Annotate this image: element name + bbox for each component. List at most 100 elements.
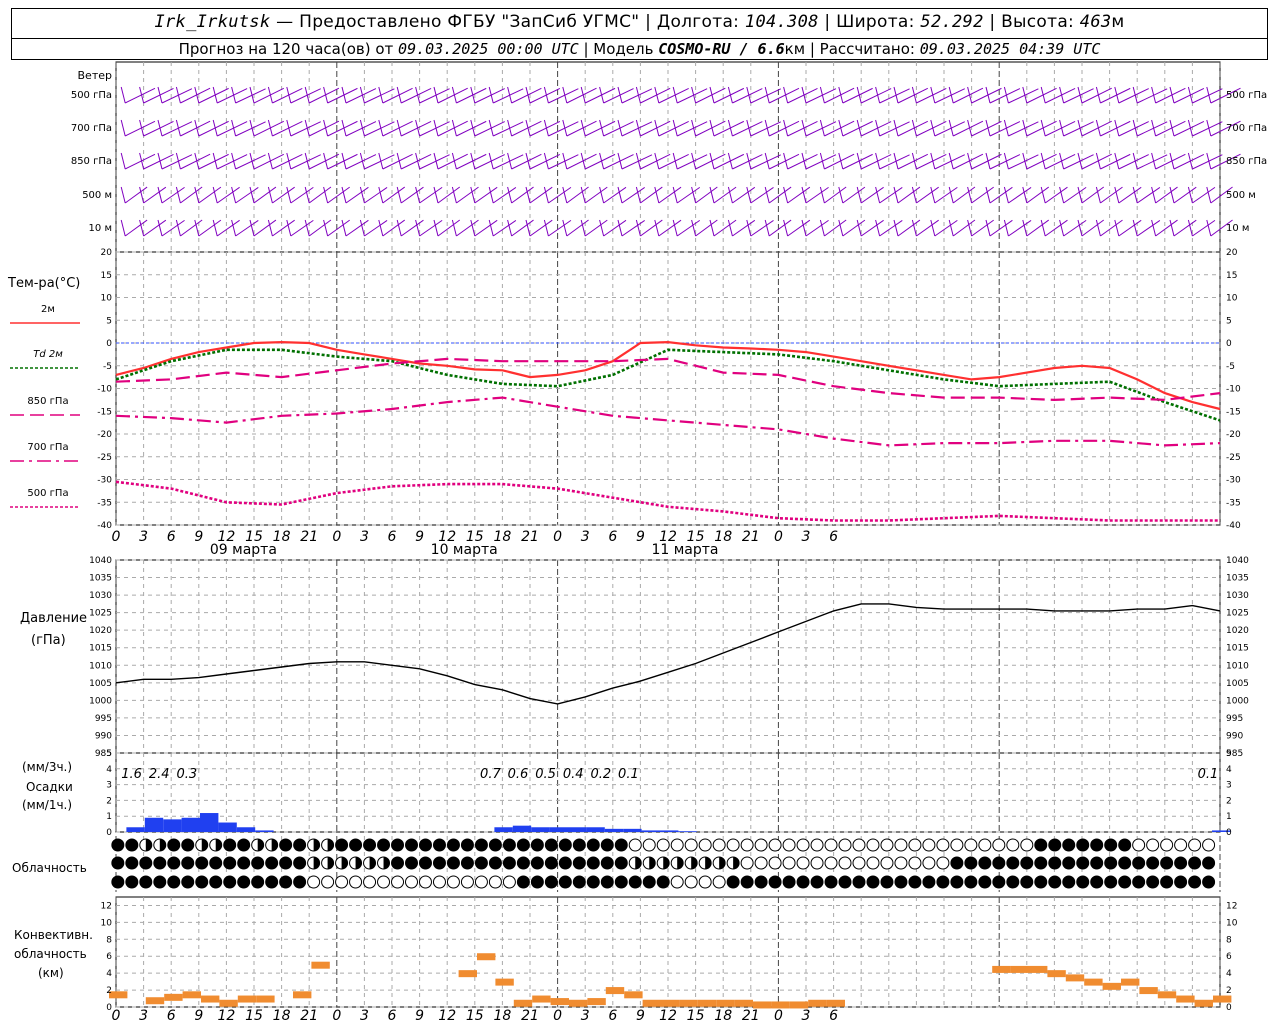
wind-barb-feather	[709, 186, 715, 204]
wind-barb-shaft	[1026, 87, 1057, 104]
cloud-symbol	[1062, 856, 1076, 870]
cloud-symbol	[768, 838, 782, 852]
cloud-symbol	[1118, 838, 1132, 852]
cloud-symbol	[446, 838, 460, 852]
wind-barb-feather	[893, 186, 899, 204]
wind-barb-feather	[580, 119, 586, 137]
precip-bar	[678, 831, 697, 832]
temp-xtick: 6	[829, 529, 838, 545]
wind-barb-feather	[378, 186, 384, 204]
wind-barb-shaft	[1173, 219, 1197, 237]
conv-bar	[109, 991, 128, 999]
wind-barb-shaft	[860, 154, 892, 170]
wind-barb-feather	[304, 152, 310, 170]
wind-barb-shaft	[566, 87, 597, 104]
cloud-symbol	[586, 856, 600, 870]
wind-barb-shaft	[640, 87, 671, 104]
wind-barb-feather	[175, 86, 181, 104]
cloud-symbol	[866, 838, 880, 852]
wind-barb-shaft	[180, 153, 211, 170]
precip-bar	[126, 827, 145, 832]
precip-bar	[586, 827, 605, 832]
cloud-symbol	[279, 856, 293, 870]
wind-barb-shaft	[897, 120, 928, 137]
cloud-symbol	[125, 856, 139, 870]
temp-ytick-right: 10	[1226, 294, 1238, 304]
wind-barb-feather	[396, 152, 402, 170]
wind-barb-shaft	[327, 219, 350, 237]
cloud-symbol	[1202, 875, 1216, 889]
wind-barb-feather	[562, 119, 568, 137]
wind-barb-shaft	[1100, 120, 1131, 137]
wind-barb-shaft	[842, 87, 873, 104]
wind-barb-feather	[1206, 119, 1212, 137]
temp-xtick: 6	[608, 529, 617, 545]
temp-ytick-right: -30	[1226, 476, 1241, 486]
wind-barb-shaft	[621, 121, 653, 137]
wind-barb-shaft	[787, 121, 818, 137]
wind-barb-feather	[396, 86, 402, 104]
temp-legend-label: 2м	[41, 304, 55, 315]
cloud-symbol	[992, 875, 1006, 889]
cloud-symbol	[265, 875, 279, 889]
wind-barb-feather	[1114, 219, 1120, 237]
wind-barb-feather	[323, 119, 329, 137]
cloud-symbol	[810, 856, 824, 870]
pres-ytick-right: 1020	[1226, 626, 1249, 636]
wind-barb-shaft	[805, 88, 837, 104]
temp-xtick: 15	[466, 529, 484, 545]
wind-barb-shaft	[603, 88, 634, 104]
wind-barb-shaft	[989, 121, 1021, 137]
wind-barb-shaft	[272, 186, 295, 204]
temp-ytick-left: -25	[97, 453, 112, 463]
cloud-symbol-half	[257, 839, 264, 851]
wind-barb-shaft	[364, 88, 395, 104]
wind-barb-shaft	[364, 187, 388, 204]
cloud-symbol	[251, 856, 265, 870]
temp-xtick: 12	[659, 529, 677, 545]
wind-barb-feather	[893, 86, 899, 104]
wind-barb-feather	[727, 119, 733, 137]
wind-barb-shaft	[198, 153, 229, 170]
wind-barb-feather	[1059, 219, 1065, 237]
wind-barb-shaft	[1100, 87, 1131, 104]
wind-barb-feather	[764, 152, 770, 170]
wind-barb-shaft	[492, 154, 524, 170]
wind-barb-feather	[599, 86, 605, 104]
precip-total-label: 0.3	[176, 767, 197, 782]
wind-barb-feather	[893, 119, 899, 137]
temp-xtick: 0	[774, 529, 783, 545]
cloud-symbol	[1104, 838, 1118, 852]
precip-total-label: 0.4	[563, 767, 584, 782]
wind-barb-feather	[1114, 152, 1120, 170]
wind-barb-feather	[562, 86, 568, 104]
wind-barb-shaft	[566, 219, 589, 237]
precip-bar	[604, 828, 624, 832]
wind-barb-feather	[304, 186, 310, 204]
cloud-symbol-half	[201, 839, 208, 851]
wind-barb-feather	[1169, 152, 1175, 170]
wind-barb-feather	[930, 86, 936, 104]
wind-level-left: 10 м	[89, 223, 112, 234]
temp-xtick: 9	[636, 529, 645, 545]
wind-barb-feather	[654, 152, 660, 170]
wind-barb-shaft	[437, 120, 468, 137]
wind-barb-shaft	[511, 186, 534, 204]
wind-barb-shaft	[456, 87, 487, 104]
wind-barb-feather	[194, 152, 200, 170]
cloud-symbol	[558, 875, 572, 889]
wind-barb-shaft	[124, 120, 156, 137]
cloud-title: Облачность	[12, 861, 87, 875]
cloud-symbol	[670, 875, 684, 889]
wind-barb-feather	[470, 186, 476, 204]
cloud-symbol	[670, 838, 684, 852]
wind-barb-shaft	[640, 120, 671, 137]
cloud-symbol	[391, 875, 405, 889]
cloud-symbol	[586, 838, 600, 852]
wind-barb-shaft	[474, 186, 498, 204]
wind-barb-shaft	[603, 219, 627, 237]
wind-barb-feather	[819, 119, 825, 137]
wind-barb-shaft	[253, 87, 284, 104]
cloud-symbol-half	[369, 857, 376, 869]
wind-level-right: 10 м	[1226, 223, 1249, 234]
